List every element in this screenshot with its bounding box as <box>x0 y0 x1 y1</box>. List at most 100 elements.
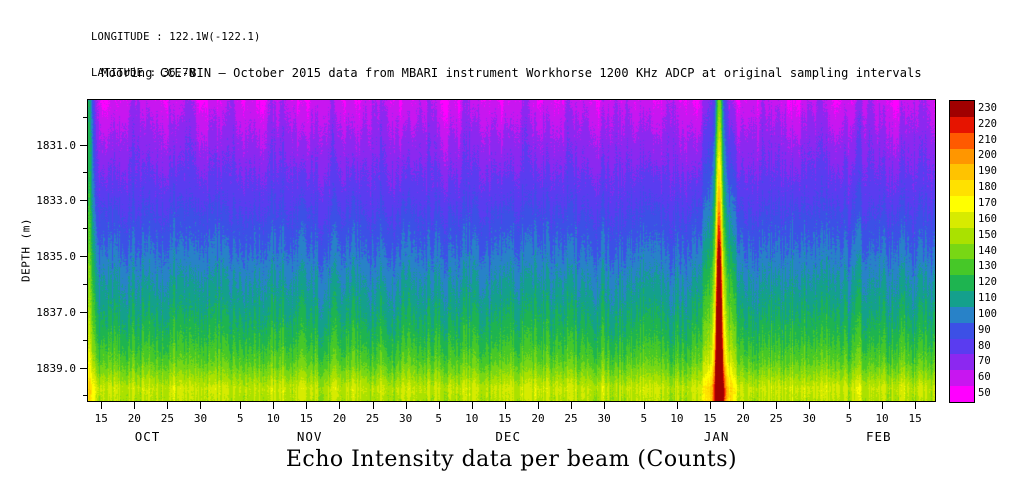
y-tick <box>80 311 87 313</box>
x-tick-label: 30 <box>193 412 208 425</box>
x-tick <box>848 402 850 409</box>
x-tick-label: 10 <box>266 412 280 425</box>
colorbar-cell <box>950 322 974 340</box>
x-axis-month-label: NOV <box>296 429 323 444</box>
x-tick <box>537 402 539 409</box>
y-minor-tick <box>83 228 87 230</box>
x-axis-month-label: FEB <box>865 429 892 444</box>
y-tick-label: 1831.0 <box>36 138 76 152</box>
colorbar-label: 60 <box>978 371 991 384</box>
x-tick <box>101 402 103 409</box>
x-tick <box>306 402 308 409</box>
colorbar-label: 100 <box>978 307 997 320</box>
x-tick <box>438 402 440 409</box>
x-tick-label: 15 <box>94 412 108 425</box>
x-tick-label: 30 <box>597 412 611 425</box>
x-tick <box>134 402 136 409</box>
colorbar-cell <box>950 306 974 324</box>
colorbar-label: 200 <box>978 149 997 162</box>
colorbar-label: 50 <box>978 387 991 400</box>
x-tick-label: 5 <box>640 412 648 425</box>
x-axis-month-label: JAN <box>703 429 730 444</box>
colorbar-cell <box>950 243 974 260</box>
x-tick <box>643 402 645 409</box>
x-tick-label: 30 <box>399 412 413 425</box>
colorbar-cell <box>950 338 974 355</box>
x-tick-label: 25 <box>769 412 783 425</box>
y-tick-label: 1839.0 <box>36 361 76 375</box>
x-tick <box>882 402 884 409</box>
x-tick <box>372 402 374 409</box>
x-axis-month-label: DEC <box>495 429 521 444</box>
x-tick <box>710 402 712 409</box>
y-tick-label: 1837.0 <box>36 305 76 319</box>
y-tick-label: 1835.0 <box>36 250 76 264</box>
colorbar-label: 210 <box>978 133 997 146</box>
colorbar-cell <box>950 211 974 229</box>
y-axis-ticks: 1831.0 1833.0 1835.0 1837.0 1839.0 <box>0 100 88 401</box>
colorbar-label: 90 <box>978 323 991 336</box>
colorbar-cell <box>950 370 974 387</box>
y-tick <box>80 367 87 369</box>
y-minor-tick <box>83 116 87 118</box>
colorbar-cell <box>950 116 974 134</box>
colorbar-label: 70 <box>978 355 991 368</box>
x-tick <box>200 402 202 409</box>
colorbar-cell <box>950 148 974 165</box>
figure-caption: Echo Intensity data per beam (Counts) <box>285 447 738 472</box>
x-tick <box>743 402 745 409</box>
x-tick <box>273 402 275 409</box>
colorbar-cell <box>950 227 974 245</box>
x-tick-label: 20 <box>332 412 347 425</box>
x-tick <box>167 402 169 409</box>
colorbar-cell <box>950 101 974 118</box>
plot-title: Mooring CCE-BIN — October 2015 data from… <box>101 66 922 80</box>
y-minor-tick <box>83 172 87 174</box>
colorbar-cell <box>950 354 974 371</box>
x-tick-label: 15 <box>498 412 512 425</box>
heatmap-canvas <box>88 100 935 401</box>
y-tick <box>80 200 87 202</box>
x-tick-label: 25 <box>160 412 175 425</box>
colorbar-cell <box>950 164 974 181</box>
x-axis-month-label: OCT <box>134 429 161 444</box>
x-tick-label: 15 <box>908 412 922 425</box>
x-tick-label: 25 <box>365 412 380 425</box>
x-tick-label: 5 <box>845 412 853 425</box>
colorbar-labels: 230 220 210 200 190 180 170 160 150 140 130 120 110 1… <box>978 100 1008 401</box>
x-tick-label: 20 <box>531 412 545 425</box>
y-tick <box>80 256 87 258</box>
x-tick-label: 20 <box>127 412 141 425</box>
header-longitude: LONGITUDE : 122.1W(-122.1) <box>91 31 261 43</box>
x-tick-label: 10 <box>465 412 479 425</box>
y-minor-tick <box>83 339 87 341</box>
x-tick-label: 5 <box>236 412 244 425</box>
x-tick-label: 30 <box>802 412 816 425</box>
x-tick <box>809 402 811 409</box>
colorbar-cell <box>950 275 974 292</box>
x-tick-label: 25 <box>564 412 578 425</box>
colorbar-label: 140 <box>978 244 997 257</box>
x-tick <box>339 402 341 409</box>
x-tick <box>405 402 407 409</box>
colorbar-label: 160 <box>978 212 997 225</box>
x-tick <box>915 402 917 409</box>
x-tick-label: 5 <box>435 412 443 425</box>
plot-frame <box>87 99 936 402</box>
colorbar-cell <box>950 180 974 197</box>
x-tick <box>240 402 242 409</box>
colorbar-cell <box>950 132 974 149</box>
x-tick-label: 20 <box>736 412 750 425</box>
x-tick <box>571 402 573 409</box>
colorbar-label: 80 <box>978 339 991 352</box>
colorbar-cell <box>950 291 974 308</box>
colorbar <box>949 100 975 403</box>
x-tick-label: 10 <box>670 412 684 425</box>
x-tick <box>776 402 778 409</box>
x-tick <box>604 402 606 409</box>
colorbar-label: 110 <box>978 292 997 305</box>
x-tick-label: 10 <box>875 412 889 425</box>
colorbar-label: 180 <box>978 181 997 194</box>
x-tick-label: 15 <box>703 412 717 425</box>
